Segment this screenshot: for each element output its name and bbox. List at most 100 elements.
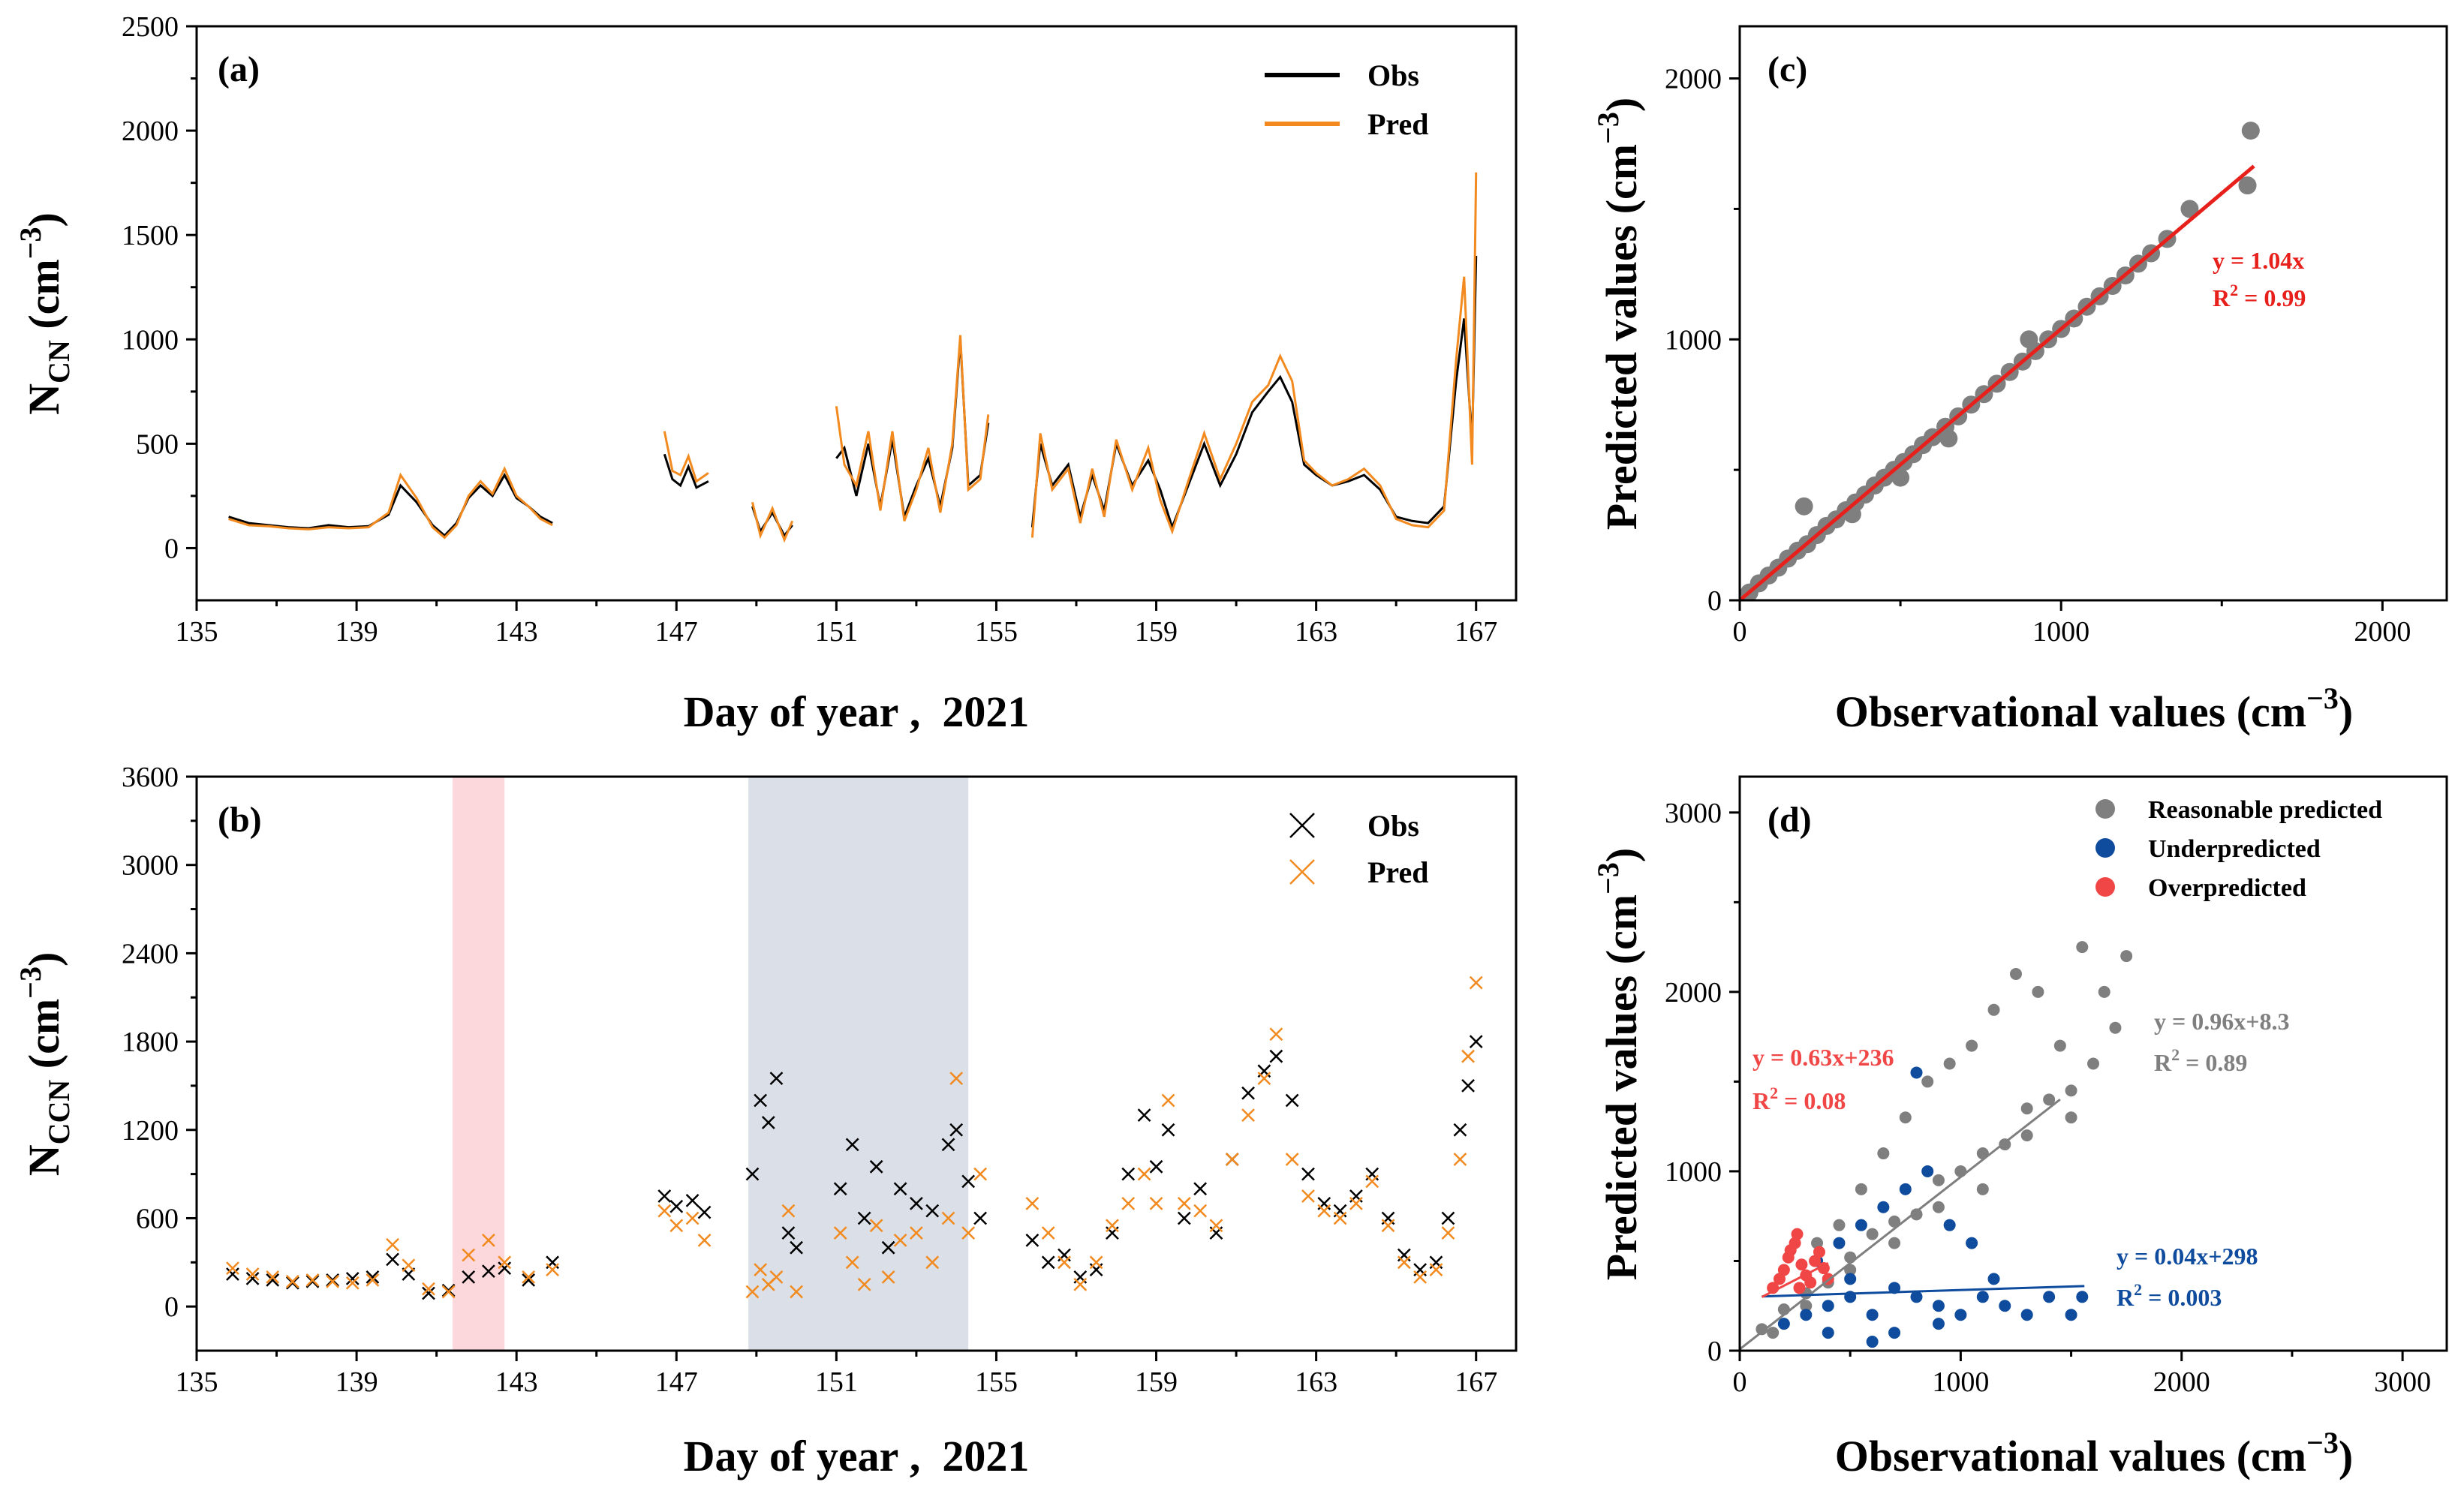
x-tick-label: 135	[176, 1366, 218, 1398]
obs-point	[498, 1261, 512, 1276]
pred-point	[285, 1274, 299, 1288]
reasonable-point	[2076, 941, 2089, 954]
obs-point	[1161, 1123, 1175, 1137]
x-tick-label: 139	[335, 1366, 378, 1398]
pred-point	[1073, 1277, 1088, 1291]
panel-c-frame	[1738, 25, 2448, 602]
underpredicted-point	[1932, 1300, 1945, 1312]
obs-point	[893, 1182, 907, 1196]
panel-b-label: (b)	[218, 800, 262, 840]
obs-point	[1193, 1182, 1208, 1196]
legend-under-marker	[2095, 838, 2115, 858]
obs-point	[1025, 1233, 1039, 1247]
obs-point	[305, 1274, 320, 1288]
underpredicted-point	[1954, 1309, 1967, 1321]
pred-point	[1349, 1196, 1363, 1210]
y-tick-label: 0	[1707, 585, 1722, 617]
underpredicted-point	[1877, 1201, 1890, 1213]
x-tick-label: 143	[495, 616, 538, 648]
overpredicted-point	[1791, 1228, 1804, 1240]
x-tick-label: 155	[975, 616, 1018, 648]
obs-point	[961, 1174, 976, 1189]
reasonable-point	[1899, 1111, 1912, 1124]
pred-point	[522, 1270, 536, 1284]
shaded-period	[748, 777, 969, 1351]
reasonable-point	[1800, 1300, 1813, 1312]
reasonable-point	[1932, 1201, 1945, 1213]
underpredicted-point	[1855, 1219, 1867, 1231]
panel-a-label: (a)	[218, 50, 260, 89]
pred-point	[881, 1270, 895, 1284]
overpredicted-point	[1813, 1246, 1825, 1258]
obs-point	[245, 1271, 260, 1285]
overpredicted-point	[1773, 1273, 1786, 1285]
y-tick-label: 500	[136, 428, 179, 460]
reasonable-point	[1987, 1003, 2000, 1016]
scatter-point	[2180, 200, 2199, 218]
panel-c-y-ticks: 0 1000 2000	[1665, 64, 1740, 617]
y-tick-label: 600	[136, 1203, 179, 1234]
obs-point	[1453, 1123, 1467, 1137]
legend-over-label: Overpredicted	[2148, 874, 2306, 902]
obs-point	[761, 1116, 775, 1129]
panel-c-x-axis-title: Observational values (cm−3)	[1835, 681, 2353, 736]
x-tick-label: 0	[1733, 616, 1747, 648]
reasonable-point	[1932, 1174, 1945, 1186]
pred-point	[1089, 1255, 1103, 1270]
reasonable-point	[1954, 1165, 1967, 1177]
panel-d-frame	[1738, 775, 2448, 1352]
x-tick-label: 167	[1455, 616, 1497, 648]
fit-line	[1761, 1262, 1829, 1298]
obs-point	[657, 1189, 672, 1203]
scatter-point	[1891, 468, 1910, 487]
reasonable-point	[2120, 950, 2133, 963]
obs-point	[857, 1211, 871, 1225]
panel-a-y-axis-title: NCN (cm−3)	[14, 212, 76, 415]
reasonable-point	[1866, 1228, 1879, 1240]
pred-point	[345, 1276, 360, 1290]
legend-reasonable-label: Reasonable predicted	[2148, 796, 2382, 824]
pred-point	[1137, 1167, 1151, 1181]
underpredicted-point	[2043, 1291, 2056, 1303]
obs-point	[1041, 1255, 1055, 1270]
panel-d-x-ticks: 0 1000 2000 3000	[1733, 1351, 2431, 1398]
x-tick-label: 151	[815, 616, 858, 648]
legend-pred-label-b: Pred	[1367, 855, 1428, 889]
y-tick-label: 1000	[1665, 1156, 1722, 1188]
obs-point	[386, 1252, 399, 1267]
x-tick-label: 147	[655, 1366, 698, 1398]
underpredicted-point	[1822, 1300, 1834, 1312]
underpredicted-point	[1976, 1291, 1989, 1303]
pred-point	[1429, 1263, 1443, 1277]
y-tick-label: 3000	[1665, 798, 1722, 829]
obs-point	[1441, 1211, 1455, 1225]
pred-point	[1193, 1204, 1208, 1218]
underpredicted-point	[1932, 1318, 1945, 1330]
reasonable-point	[2065, 1084, 2077, 1097]
pred-series-line	[228, 466, 553, 540]
reasonable-point	[2053, 1039, 2066, 1052]
overpredicted-point	[1817, 1262, 1830, 1275]
y-tick-label: 1800	[122, 1027, 179, 1058]
obs-point	[1269, 1049, 1283, 1063]
x-tick-label: 1000	[1932, 1366, 1989, 1398]
reasonable-point	[2020, 1102, 2033, 1115]
panel-b-x-axis-title: Day of year , 2021	[684, 1432, 1030, 1480]
reasonable-point	[1767, 1327, 1780, 1339]
pred-point	[1317, 1204, 1331, 1218]
pred-series-line	[663, 431, 709, 483]
panel-d-nccn-scatter: 0 1000 2000 3000 0 1000 2000 3000 (d) Reasonab…	[1591, 775, 2448, 1480]
obs-point	[881, 1240, 895, 1255]
obs-point	[1285, 1093, 1299, 1108]
y-tick-label: 0	[1707, 1336, 1722, 1367]
overpredicted-point	[1777, 1264, 1790, 1276]
x-tick-label: 135	[176, 616, 218, 648]
panel-a-ncn-timeseries: 135 139 143 147 151 155 159 163 167 0 500 1000 1500…	[14, 11, 1518, 736]
reasonable-point	[1855, 1183, 1867, 1195]
panel-b-x-ticks: 135 139 143 147 151 155 159 163 167	[176, 1351, 1497, 1398]
obs-point	[462, 1270, 476, 1284]
obs-point	[833, 1182, 847, 1196]
pred-point	[1413, 1270, 1428, 1284]
obs-point	[285, 1276, 299, 1290]
obs-point	[754, 1093, 768, 1108]
